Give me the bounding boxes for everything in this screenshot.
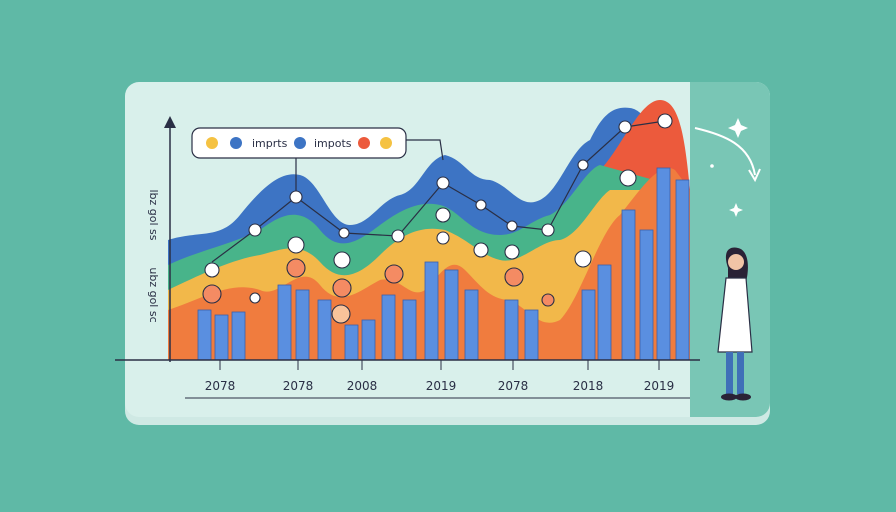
dot: [391, 229, 405, 243]
dot: [574, 250, 592, 268]
bar: [231, 311, 246, 361]
dot: [249, 292, 261, 304]
x-label: 2008: [347, 379, 378, 393]
bar: [317, 299, 332, 361]
dot: [286, 258, 306, 278]
dot: [384, 264, 404, 284]
legend-dot: [206, 137, 218, 149]
bar: [295, 289, 310, 361]
bars: [197, 167, 690, 361]
bar: [197, 309, 212, 361]
dot: [204, 262, 220, 278]
y-label: ubz gol sc: [147, 267, 160, 322]
dot: [202, 284, 222, 304]
swoosh-head: [748, 168, 761, 183]
sparkle: [728, 118, 748, 138]
x-label: 2019: [644, 379, 675, 393]
x-label: 2019: [426, 379, 457, 393]
bar: [524, 309, 539, 361]
bar: [381, 294, 396, 361]
card-side-fill: [690, 82, 710, 417]
dot: [541, 293, 555, 307]
dot: [618, 120, 632, 134]
bar: [214, 314, 229, 361]
bar: [344, 324, 359, 361]
x-label: 2078: [205, 379, 236, 393]
dot: [504, 267, 524, 287]
legend-dot: [294, 137, 306, 149]
dots: [202, 113, 673, 324]
dot: [657, 113, 673, 129]
x-label: 2078: [498, 379, 529, 393]
bar: [621, 209, 636, 361]
legend-dot: [230, 137, 242, 149]
bar: [656, 167, 671, 361]
y-arrow: [164, 116, 176, 128]
dot: [541, 223, 555, 237]
dot: [473, 242, 489, 258]
sparkle: [729, 203, 743, 217]
dot: [619, 169, 637, 187]
x-label: 2078: [283, 379, 314, 393]
bar: [402, 299, 417, 361]
dot: [506, 220, 518, 232]
x-labels: 2078 2078 2008 2019 2078 2018 2019: [205, 360, 675, 393]
y-label: lbz gol ss: [147, 189, 160, 240]
connector-line: [211, 120, 666, 263]
bar: [639, 229, 654, 361]
dot: [248, 223, 262, 237]
dot: [333, 251, 351, 269]
dot: [504, 244, 520, 260]
legend-dot: [358, 137, 370, 149]
legend-item: impots: [314, 137, 352, 150]
bar: [581, 289, 596, 361]
sparkle: [710, 164, 714, 168]
dot: [436, 176, 450, 190]
bar: [675, 179, 690, 361]
dot: [287, 236, 305, 254]
bar: [464, 289, 479, 361]
x-label: 2018: [573, 379, 604, 393]
bar: [361, 319, 376, 361]
dot: [577, 159, 589, 171]
dot: [332, 278, 352, 298]
legend-item: imprts: [252, 137, 288, 150]
person: [717, 247, 753, 401]
bar: [444, 269, 459, 361]
bar: [504, 299, 519, 361]
dot: [338, 227, 350, 239]
dot: [475, 199, 487, 211]
dot: [435, 207, 451, 223]
bar: [424, 261, 439, 361]
swoosh: [694, 127, 756, 176]
dot: [331, 304, 351, 324]
bar: [277, 284, 292, 361]
legend-dot: [380, 137, 392, 149]
dot: [289, 190, 303, 204]
dot: [436, 231, 450, 245]
bar: [597, 264, 612, 361]
